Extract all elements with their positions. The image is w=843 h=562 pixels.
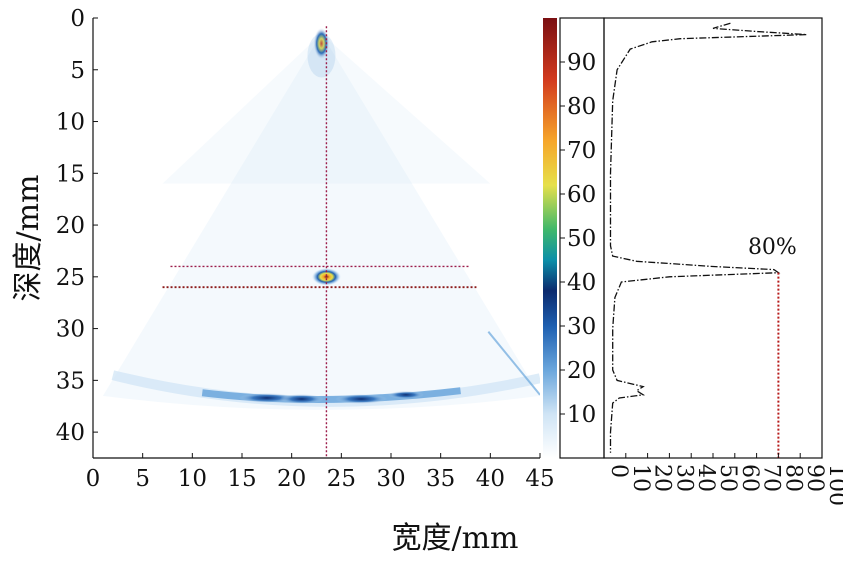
colorbar-tick-label: 70: [567, 138, 596, 164]
x-tick-label: 15: [227, 466, 256, 492]
x-axis-title: 宽度/mm: [391, 521, 518, 556]
heatmap-y-ticks: 0 5 10 15 20 25 30 35 40: [56, 6, 98, 446]
arc-blob: [387, 390, 424, 399]
array-apex-glow: [307, 33, 336, 78]
colorbar-tick-label: 20: [567, 358, 596, 384]
sector-edge: [487, 331, 540, 396]
profile-x-tick-label: 100: [824, 464, 843, 506]
y-tick-label: 25: [56, 265, 85, 291]
x-tick-label: 10: [178, 466, 207, 492]
x-tick-label: 30: [376, 466, 405, 492]
colorbar-tick-label: 40: [567, 270, 596, 296]
y-tick-label: 0: [70, 6, 85, 32]
y-tick-label: 35: [56, 368, 85, 394]
profile-x-tick-label: 20: [650, 464, 675, 492]
colorbar-ticks: 10 20 30 40 50 60 70 80 90: [560, 50, 596, 428]
profile-annotation: 80%: [748, 235, 797, 260]
profile-x-tick-label: 90: [802, 464, 827, 492]
profile-x-tick-label: 30: [671, 464, 696, 492]
profile-x-tick-label: 40: [693, 464, 718, 492]
arc-blob: [335, 393, 388, 404]
colorbar-gradient-bar: [543, 18, 557, 458]
y-axis-title: 深度/mm: [11, 174, 46, 301]
x-tick-label: 45: [525, 466, 554, 492]
heatmap-content: [102, 26, 540, 458]
y-tick-label: 20: [56, 213, 85, 239]
x-tick-label: 40: [476, 466, 505, 492]
profile-x-tick-label: 60: [737, 464, 762, 492]
y-tick-label: 30: [56, 317, 85, 343]
profile-x-tick-label: 10: [628, 464, 653, 492]
heatmap-x-ticks: 0 5 10 15 20 25 30 35 40 45: [86, 453, 555, 492]
array-apex-hotspot: [313, 27, 330, 60]
profile-x-tick-label: 70: [759, 464, 784, 492]
profile-x-tick-label: 50: [715, 464, 740, 492]
colorbar-tick-label: 60: [567, 182, 596, 208]
profile-x-tick-label: 80: [780, 464, 805, 492]
sector-cone-inner: [162, 33, 491, 184]
colorbar-tick-label: 80: [567, 94, 596, 120]
sector-cone: [102, 33, 540, 410]
x-tick-label: 25: [327, 466, 356, 492]
colorbar: 10 20 30 40 50 60 70 80 90: [543, 17, 605, 459]
focal-point: [311, 267, 342, 286]
colorbar-tick-label: 50: [567, 226, 596, 252]
y-tick-label: 5: [70, 58, 85, 84]
y-tick-label: 40: [56, 420, 85, 446]
arc-blob: [279, 393, 324, 404]
profile-x-tick-label: 0: [606, 464, 631, 478]
profile-series-line: [609, 22, 807, 453]
y-tick-label: 15: [56, 161, 85, 187]
colorbar-tick-label: 90: [567, 50, 596, 76]
colorbar-tick-label: 30: [567, 314, 596, 340]
y-tick-label: 10: [56, 110, 85, 136]
x-tick-label: 5: [135, 466, 150, 492]
x-tick-label: 0: [86, 466, 101, 492]
x-tick-label: 20: [277, 466, 306, 492]
x-tick-label: 35: [426, 466, 455, 492]
colorbar-tick-label: 10: [567, 402, 596, 428]
heatmap-panel: [102, 26, 540, 458]
